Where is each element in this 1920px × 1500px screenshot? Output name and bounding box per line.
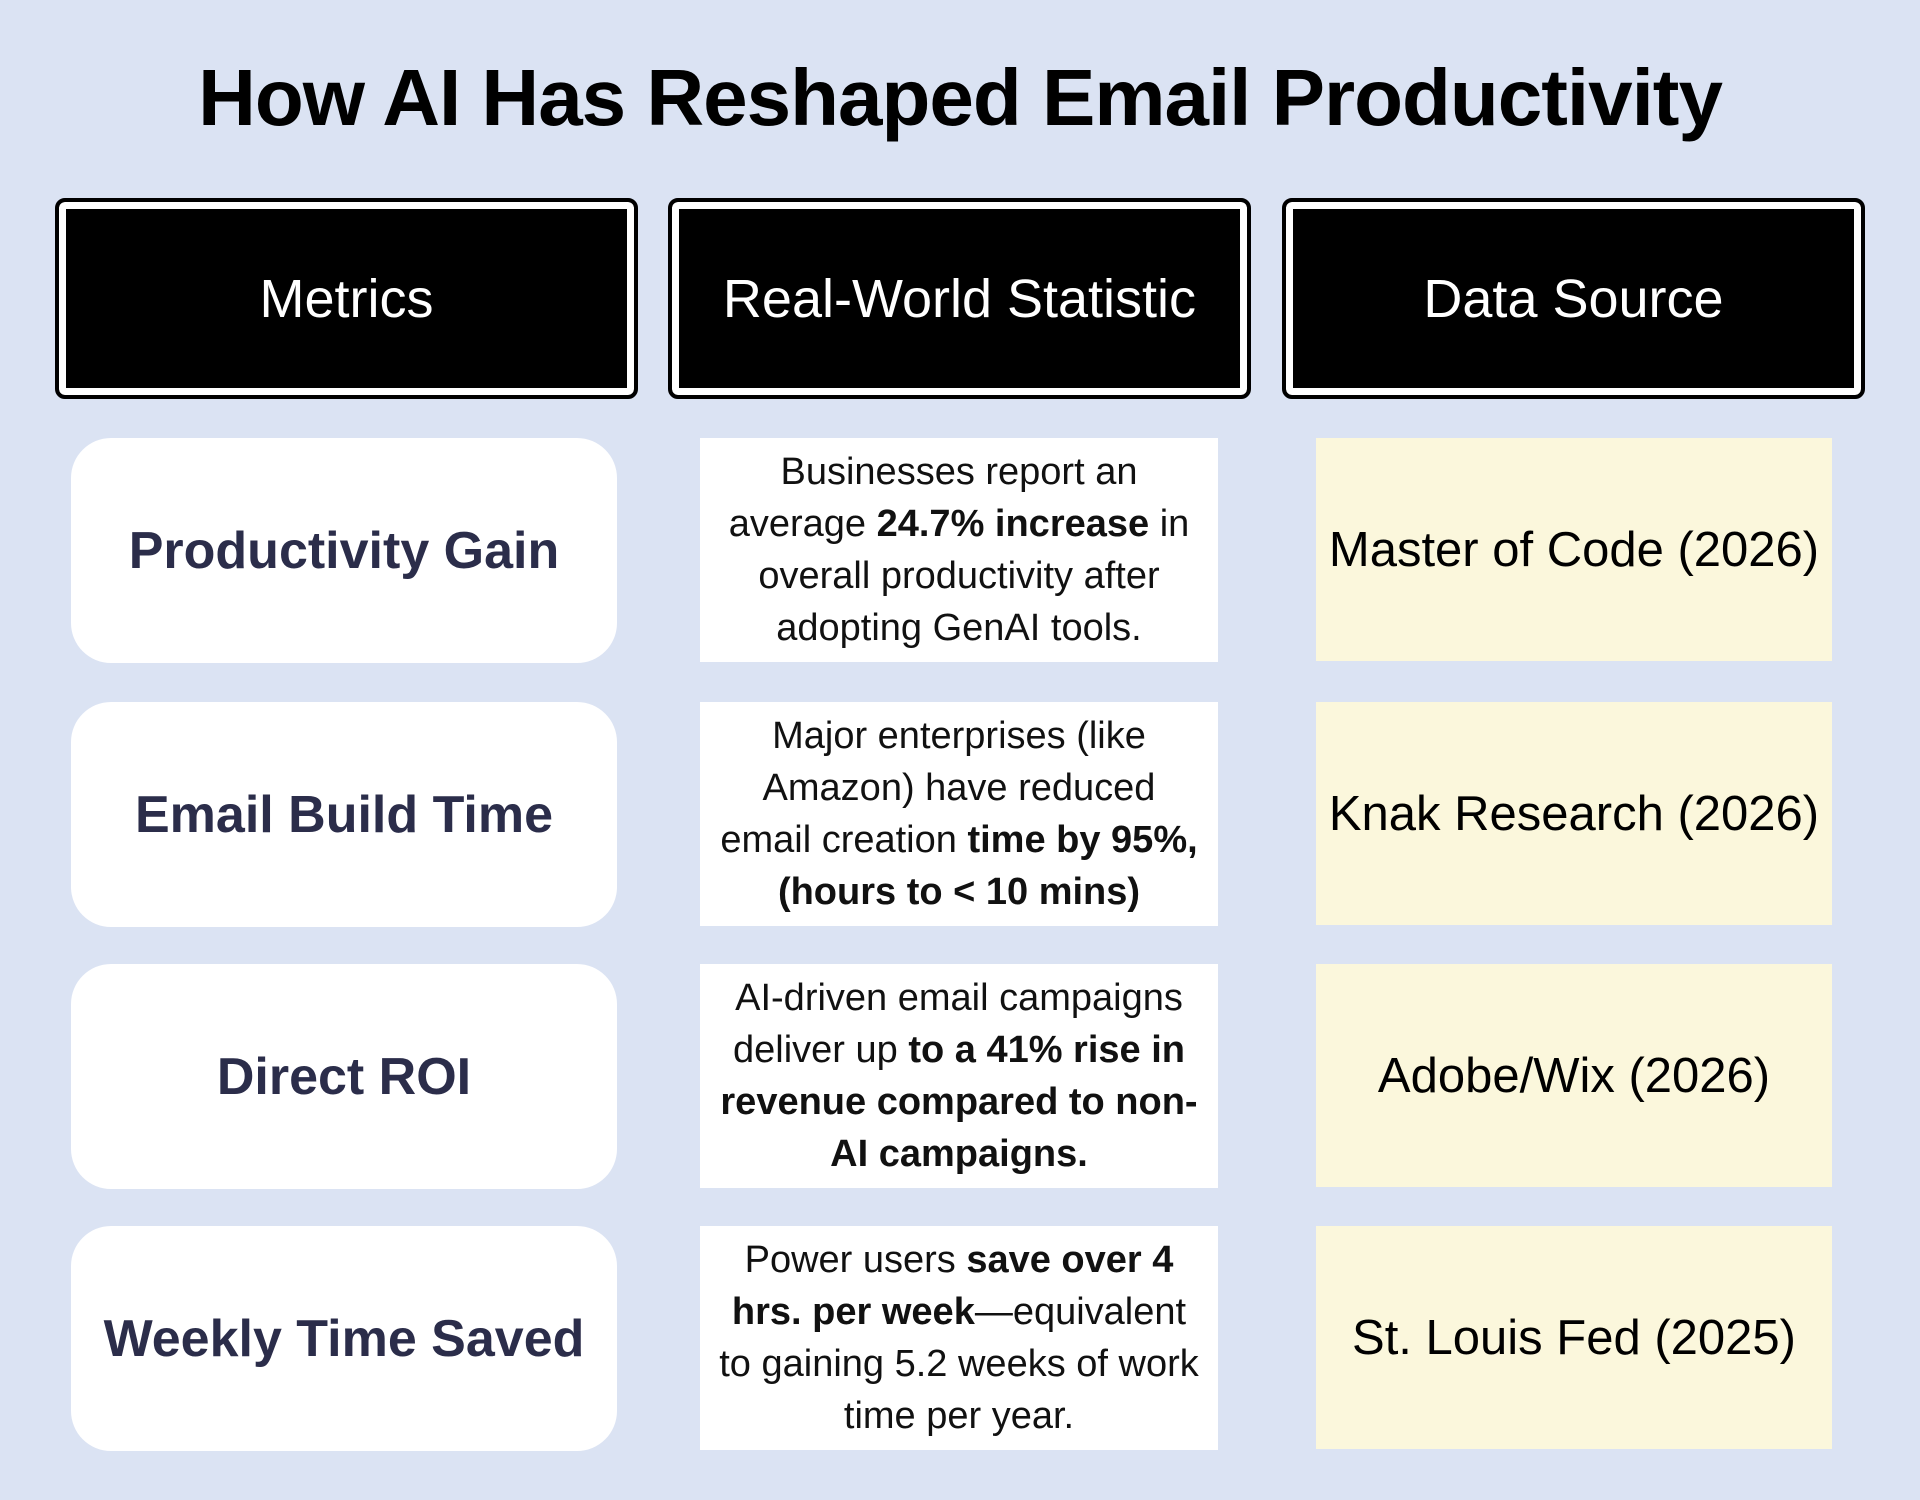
- metric-cell: Direct ROI: [71, 964, 617, 1189]
- source-cell: St. Louis Fed (2025): [1316, 1226, 1832, 1449]
- source-cell: Master of Code (2026): [1316, 438, 1832, 661]
- statistic-cell: Businesses report an average 24.7% incre…: [700, 438, 1218, 662]
- source-cell: Adobe/Wix (2026): [1316, 964, 1832, 1187]
- statistic-segment: save over 4 hrs. per week: [731, 1239, 1174, 1333]
- statistic-text: Power users save over 4 hrs. per week—eq…: [714, 1234, 1204, 1442]
- metric-cell: Weekly Time Saved: [71, 1226, 617, 1451]
- metric-cell: Email Build Time: [71, 702, 617, 927]
- statistic-segment: time by 95%, (hours to < 10 mins): [777, 819, 1198, 913]
- statistic-cell: AI-driven email campaigns deliver up to …: [700, 964, 1218, 1188]
- title: How AI Has Reshaped Email Productivity: [198, 53, 1723, 142]
- statistic-segment: Power users: [744, 1239, 967, 1281]
- source-cell: Knak Research (2026): [1316, 702, 1832, 925]
- metric-cell: Productivity Gain: [71, 438, 617, 663]
- statistic-segment: Businesses report an average: [728, 451, 1138, 545]
- statistic-segment: 24.7% increase: [876, 503, 1150, 545]
- column-header: Metrics: [55, 198, 638, 399]
- statistic-segment: in overall productivity after adopting G…: [758, 503, 1190, 649]
- statistic-segment: Major enterprises (like Amazon) have red…: [720, 715, 1156, 861]
- statistic-segment: to a 41% rise in revenue compared to non…: [720, 1029, 1198, 1175]
- statistic-cell: Power users save over 4 hrs. per week—eq…: [700, 1226, 1218, 1450]
- statistic-text: AI-driven email campaigns deliver up to …: [714, 972, 1204, 1180]
- column-header: Data Source: [1282, 198, 1865, 399]
- statistic-segment: AI-driven email campaigns deliver up: [733, 977, 1183, 1071]
- column-header: Real-World Statistic: [668, 198, 1251, 399]
- statistic-text: Major enterprises (like Amazon) have red…: [714, 710, 1204, 918]
- statistic-cell: Major enterprises (like Amazon) have red…: [700, 702, 1218, 926]
- statistic-segment: —equivalent to gaining 5.2 weeks of work…: [719, 1291, 1199, 1437]
- statistic-text: Businesses report an average 24.7% incre…: [714, 446, 1204, 654]
